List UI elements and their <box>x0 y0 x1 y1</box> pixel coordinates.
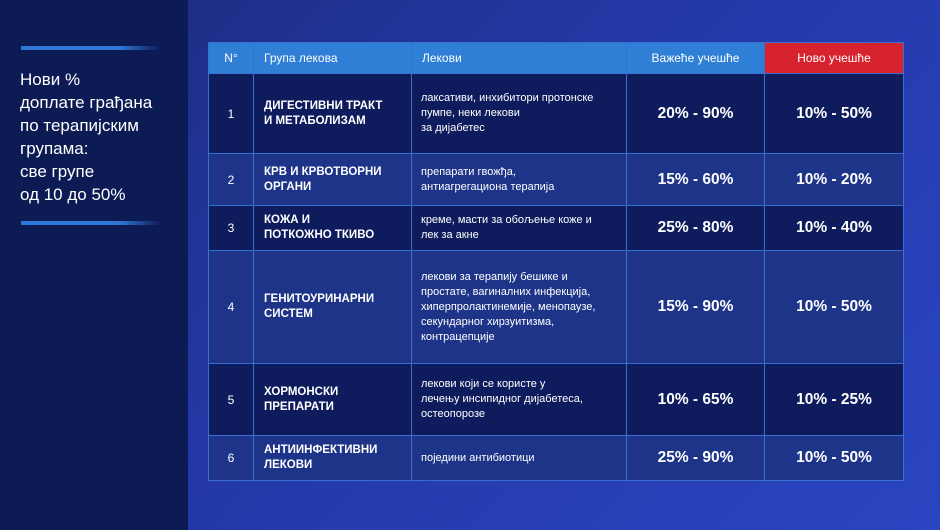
header-drugs: Лекови <box>411 42 627 74</box>
group-line: ДИГЕСТИВНИ ТРАКТ <box>264 99 383 112</box>
row-current-share: 15% - 90% <box>626 250 765 364</box>
row-number: 6 <box>208 435 254 481</box>
drugs-line: секундарног хирзуитизма, <box>421 315 555 328</box>
drugs-line: поједини антибиотици <box>421 451 535 464</box>
drugs-line: простате, вагиналних инфекција, <box>421 285 591 298</box>
row-group: ДИГЕСТИВНИ ТРАКТ И МЕТАБОЛИЗАМ <box>253 73 412 154</box>
row-current-share: 20% - 90% <box>626 73 765 154</box>
headline: Нови % доплате грађана по терапијским гр… <box>20 68 180 206</box>
drugs-line: лекови за терапију бешике и <box>421 270 568 283</box>
drugs-line: лечењу инсипидног дијабетеса, <box>421 393 583 405</box>
copayment-table: N° Група лекова Лекови Важеће учешће Нов… <box>208 42 904 481</box>
row-new-share: 10% - 50% <box>764 73 904 154</box>
drugs-line: креме, масти за обољење коже и <box>421 214 592 226</box>
row-drugs: поједини антибиотици <box>411 435 627 481</box>
group-line: ЛЕКОВИ <box>264 459 313 471</box>
table-row: 6 АНТИИНФЕКТИВНИ ЛЕКОВИ поједини антибио… <box>208 435 904 481</box>
table-row: 3 КОЖА И ПОТКОЖНО ТКИВО креме, масти за … <box>208 205 904 251</box>
group-line: ПРЕПАРАТИ <box>264 400 334 413</box>
row-new-share: 10% - 50% <box>764 250 904 364</box>
row-group: АНТИИНФЕКТИВНИ ЛЕКОВИ <box>253 435 412 481</box>
group-line: КОЖА И <box>264 214 310 226</box>
drugs-line: пумпе, неки лекови <box>421 107 520 119</box>
table-row: 2 КРВ И КРВОТВОРНИ ОРГАНИ препарати гвож… <box>208 153 904 206</box>
headline-line: по терапијским <box>20 116 139 135</box>
drugs-line: лекови који се користе у <box>421 378 546 390</box>
header-current-share: Важеће учешће <box>626 42 765 74</box>
group-line: ПОТКОЖНО ТКИВО <box>264 229 375 241</box>
drugs-line: лек за акне <box>421 229 479 241</box>
row-number: 4 <box>208 250 254 364</box>
group-line: ОРГАНИ <box>264 180 312 193</box>
table-row: 5 ХОРМОНСКИ ПРЕПАРАТИ лекови који се кор… <box>208 363 904 436</box>
row-current-share: 25% - 90% <box>626 435 765 481</box>
row-new-share: 10% - 20% <box>764 153 904 206</box>
table-row: 4 ГЕНИТОУРИНАРНИ СИСТЕМ лекови за терапи… <box>208 250 904 364</box>
row-current-share: 10% - 65% <box>626 363 765 436</box>
row-group: ГЕНИТОУРИНАРНИ СИСТЕМ <box>253 250 412 364</box>
group-line: СИСТЕМ <box>264 308 313 320</box>
accent-bar-bottom <box>21 221 161 225</box>
row-drugs: лекови који се користе у лечењу инсипидн… <box>411 363 627 436</box>
row-new-share: 10% - 50% <box>764 435 904 481</box>
row-current-share: 15% - 60% <box>626 153 765 206</box>
headline-line: групама: <box>20 139 89 158</box>
headline-line: Нови % <box>20 70 81 89</box>
group-line: КРВ И КРВОТВОРНИ <box>264 165 382 178</box>
row-current-share: 25% - 80% <box>626 205 765 251</box>
drugs-line: за дијабетес <box>421 122 485 134</box>
drugs-line: остеопорозе <box>421 408 485 420</box>
headline-line: од 10 до 50% <box>20 185 126 204</box>
header-group: Група лекова <box>253 42 412 74</box>
table-row: 1 ДИГЕСТИВНИ ТРАКТ И МЕТАБОЛИЗАМ лаксати… <box>208 73 904 154</box>
header-new-share: Ново учешће <box>764 42 904 74</box>
group-line: АНТИИНФЕКТИВНИ <box>264 444 378 456</box>
header-number: N° <box>208 42 254 74</box>
row-drugs: креме, масти за обољење коже и лек за ак… <box>411 205 627 251</box>
headline-line: доплате грађана <box>20 93 153 112</box>
accent-bar-top <box>21 46 161 50</box>
row-new-share: 10% - 40% <box>764 205 904 251</box>
row-number: 2 <box>208 153 254 206</box>
drugs-line: препарати гвожђа, <box>421 165 516 178</box>
headline-line: све групе <box>20 162 95 181</box>
row-group: КОЖА И ПОТКОЖНО ТКИВО <box>253 205 412 251</box>
table-header-row: N° Група лекова Лекови Важеће учешће Нов… <box>208 42 904 74</box>
row-number: 5 <box>208 363 254 436</box>
row-drugs: лаксативи, инхибитори протонске пумпе, н… <box>411 73 627 154</box>
group-line: ХОРМОНСКИ <box>264 385 339 398</box>
sidebar: Нови % доплате грађана по терапијским гр… <box>0 0 188 530</box>
row-drugs: препарати гвожђа, антиагрегациона терапи… <box>411 153 627 206</box>
row-group: ХОРМОНСКИ ПРЕПАРАТИ <box>253 363 412 436</box>
drugs-line: контрацепције <box>421 330 495 343</box>
drugs-line: антиагрегациона терапија <box>421 180 555 193</box>
drugs-line: лаксативи, инхибитори протонске <box>421 92 594 104</box>
row-number: 3 <box>208 205 254 251</box>
group-line: И МЕТАБОЛИЗАМ <box>264 114 366 127</box>
row-number: 1 <box>208 73 254 154</box>
drugs-line: хиперпролактинемије, менопаузе, <box>421 300 596 313</box>
row-group: КРВ И КРВОТВОРНИ ОРГАНИ <box>253 153 412 206</box>
row-drugs: лекови за терапију бешике и простате, ва… <box>411 250 627 364</box>
row-new-share: 10% - 25% <box>764 363 904 436</box>
group-line: ГЕНИТОУРИНАРНИ <box>264 293 375 305</box>
